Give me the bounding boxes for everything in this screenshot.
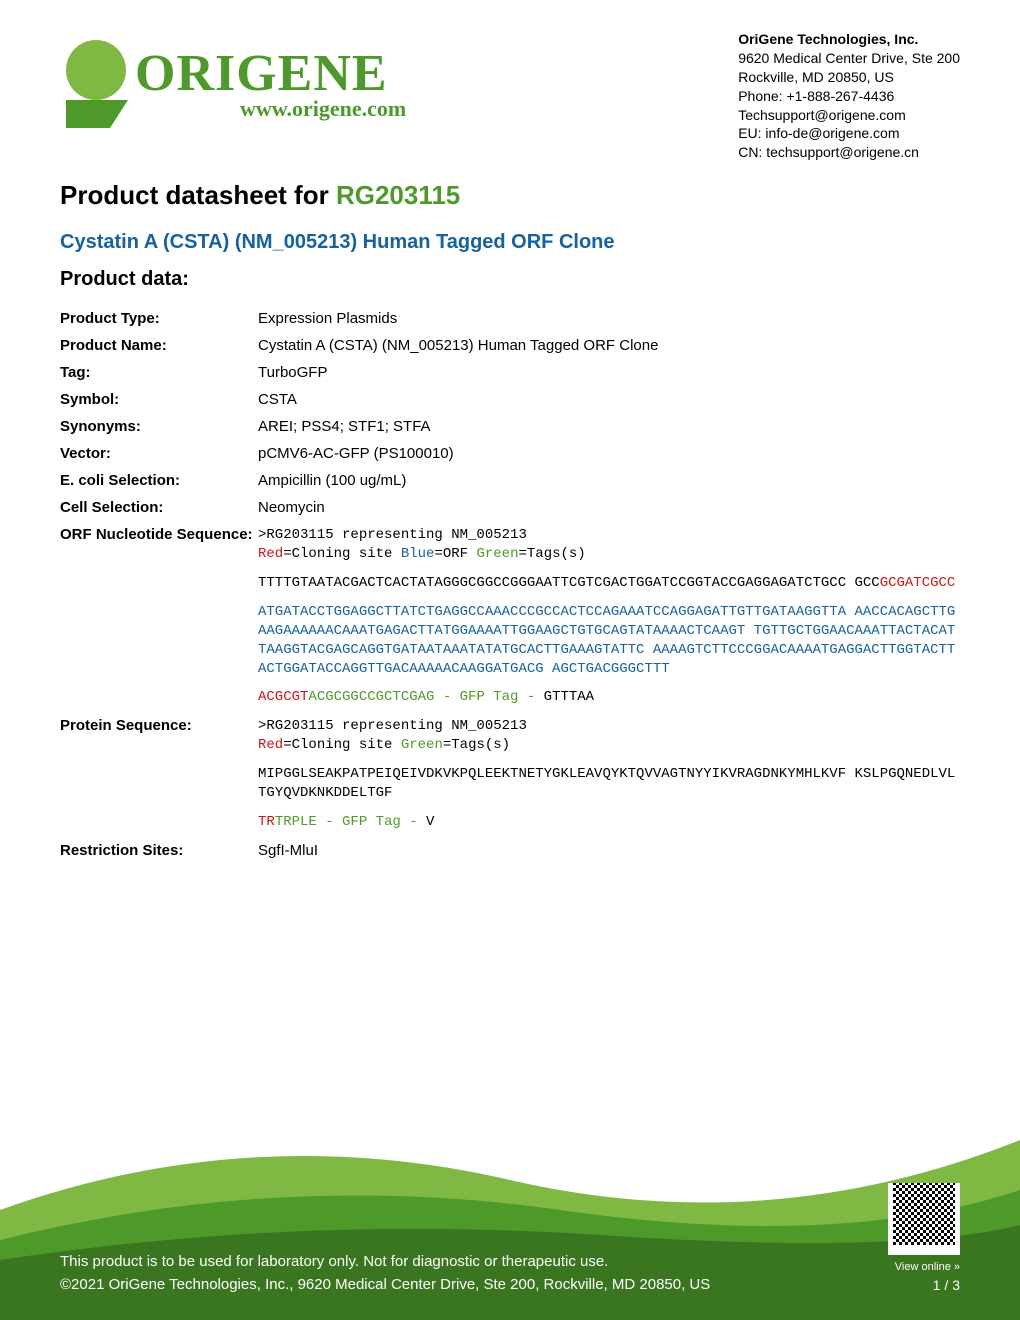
- company-name: OriGene Technologies, Inc.: [738, 30, 960, 49]
- row-synonyms: Synonyms: AREI; PSS4; STF1; STFA: [60, 413, 960, 440]
- legend-green: Green: [476, 546, 518, 562]
- legend-green: Green: [401, 737, 443, 753]
- company-email3: CN: techsupport@origene.cn: [738, 143, 960, 162]
- orf-legend: Red=Cloning site Blue=ORF Green=Tags(s): [258, 545, 960, 564]
- row-restriction: Restriction Sites: SgfI-MluI: [60, 837, 960, 864]
- value: pCMV6-AC-GFP (PS100010): [258, 445, 960, 462]
- footer-text: This product is to be used for laborator…: [60, 1178, 960, 1297]
- section-heading: Product data:: [60, 268, 960, 291]
- protein-seq-block1: MIPGGLSEAKPATPEIQEIVDKVKPQLEEKTNETYGKLEA…: [258, 765, 960, 803]
- logo-block: ORIGENE www.origene.com: [60, 28, 420, 128]
- company-phone: Phone: +1-888-267-4436: [738, 87, 960, 106]
- protein-legend: Red=Cloning site Green=Tags(s): [258, 736, 960, 755]
- seq1-red: GCGATCGCC: [880, 575, 956, 591]
- label: E. coli Selection:: [60, 472, 258, 489]
- pseq2-red: TR: [258, 814, 275, 830]
- orf-seq-block3: ACGCGTACGCGGCCGCTCGAG - GFP Tag - GTTTAA: [258, 688, 960, 707]
- label: Tag:: [60, 364, 258, 381]
- row-product-type: Product Type: Expression Plasmids: [60, 305, 960, 332]
- legend-red: Red: [258, 737, 283, 753]
- view-online-link[interactable]: View online »: [888, 1259, 960, 1276]
- orf-header: >RG203115 representing NM_005213: [258, 526, 960, 545]
- legend-blue: Blue: [401, 546, 435, 562]
- orf-seq-block1: TTTTGTAATACGACTCACTATAGGGCGGCCGGGAATTCGT…: [258, 574, 960, 593]
- origene-logo: ORIGENE www.origene.com: [60, 28, 420, 128]
- value: Expression Plasmids: [258, 310, 960, 327]
- qr-code[interactable]: [888, 1183, 960, 1255]
- legend-green-txt: =Tags(s): [443, 737, 510, 753]
- seq3-green: ACGCGGCCGCTCGAG - GFP Tag -: [308, 689, 543, 705]
- value: CSTA: [258, 391, 960, 408]
- legend-green-txt: =Tags(s): [518, 546, 585, 562]
- value: Neomycin: [258, 499, 960, 516]
- value: >RG203115 representing NM_005213 Red=Clo…: [258, 717, 960, 831]
- company-email2: EU: info-de@origene.com: [738, 124, 960, 143]
- row-orf-sequence: ORF Nucleotide Sequence: >RG203115 repre…: [60, 521, 960, 712]
- label: Symbol:: [60, 391, 258, 408]
- company-address1: 9620 Medical Center Drive, Ste 200: [738, 49, 960, 68]
- value: SgfI-MluI: [258, 842, 960, 859]
- qr-pattern: [893, 1183, 955, 1245]
- label: Synonyms:: [60, 418, 258, 435]
- company-address2: Rockville, MD 20850, US: [738, 68, 960, 87]
- value: Ampicillin (100 ug/mL): [258, 472, 960, 489]
- label: Vector:: [60, 445, 258, 462]
- label: Cell Selection:: [60, 499, 258, 516]
- page-title: Product datasheet for RG203115: [60, 180, 960, 211]
- value: TurboGFP: [258, 364, 960, 381]
- legend-red-txt: =Cloning site: [283, 546, 401, 562]
- company-info: OriGene Technologies, Inc. 9620 Medical …: [738, 28, 960, 162]
- label: Protein Sequence:: [60, 717, 258, 734]
- company-email1: Techsupport@origene.com: [738, 106, 960, 125]
- value: Cystatin A (CSTA) (NM_005213) Human Tagg…: [258, 337, 960, 354]
- label: Restriction Sites:: [60, 842, 258, 859]
- value: AREI; PSS4; STF1; STFA: [258, 418, 960, 435]
- orf-seq-block2: ATGATACCTGGAGGCTTATCTGAGGCCAAACCCGCCACTC…: [258, 603, 960, 679]
- footer-right: View online » 1 / 3: [888, 1178, 960, 1297]
- legend-blue-txt: =ORF: [434, 546, 476, 562]
- row-symbol: Symbol: CSTA: [60, 386, 960, 413]
- seq2-blue: ATGATACCTGGAGGCTTATCTGAGGCCAAACCCGCCACTC…: [258, 604, 955, 677]
- legend-red-txt: =Cloning site: [283, 737, 401, 753]
- protein-seq-block2: TRTRPLE - GFP Tag - V: [258, 813, 960, 832]
- pseq2-black: V: [426, 814, 434, 830]
- seq3-red: ACGCGT: [258, 689, 308, 705]
- product-data-table: Product Type: Expression Plasmids Produc…: [60, 305, 960, 864]
- product-subtitle: Cystatin A (CSTA) (NM_005213) Human Tagg…: [60, 231, 960, 254]
- legend-red: Red: [258, 546, 283, 562]
- footer-line1: This product is to be used for laborator…: [60, 1251, 888, 1274]
- label: ORF Nucleotide Sequence:: [60, 526, 258, 543]
- seq3-black: GTTTAA: [544, 689, 594, 705]
- protein-header: >RG203115 representing NM_005213: [258, 717, 960, 736]
- footer-line2: ©2021 OriGene Technologies, Inc., 9620 M…: [60, 1274, 888, 1297]
- title-sku: RG203115: [336, 180, 460, 210]
- page-number: 1 / 3: [888, 1275, 960, 1296]
- pseq1: MIPGGLSEAKPATPEIQEIVDKVKPQLEEKTNETYGKLEA…: [258, 766, 955, 801]
- value: >RG203115 representing NM_005213 Red=Clo…: [258, 526, 960, 707]
- svg-text:www.origene.com: www.origene.com: [240, 96, 406, 121]
- header-row: ORIGENE www.origene.com OriGene Technolo…: [60, 28, 960, 162]
- row-cell: Cell Selection: Neomycin: [60, 494, 960, 521]
- label: Product Type:: [60, 310, 258, 327]
- footer-left: This product is to be used for laborator…: [60, 1251, 888, 1296]
- row-protein-sequence: Protein Sequence: >RG203115 representing…: [60, 712, 960, 836]
- svg-text:ORIGENE: ORIGENE: [135, 45, 388, 102]
- title-prefix: Product datasheet for: [60, 180, 336, 210]
- row-vector: Vector: pCMV6-AC-GFP (PS100010): [60, 440, 960, 467]
- row-ecoli: E. coli Selection: Ampicillin (100 ug/mL…: [60, 467, 960, 494]
- pseq2-green: TRPLE - GFP Tag -: [275, 814, 426, 830]
- row-tag: Tag: TurboGFP: [60, 359, 960, 386]
- seq1-black: TTTTGTAATACGACTCACTATAGGGCGGCCGGGAATTCGT…: [258, 575, 880, 591]
- label: Product Name:: [60, 337, 258, 354]
- row-product-name: Product Name: Cystatin A (CSTA) (NM_0052…: [60, 332, 960, 359]
